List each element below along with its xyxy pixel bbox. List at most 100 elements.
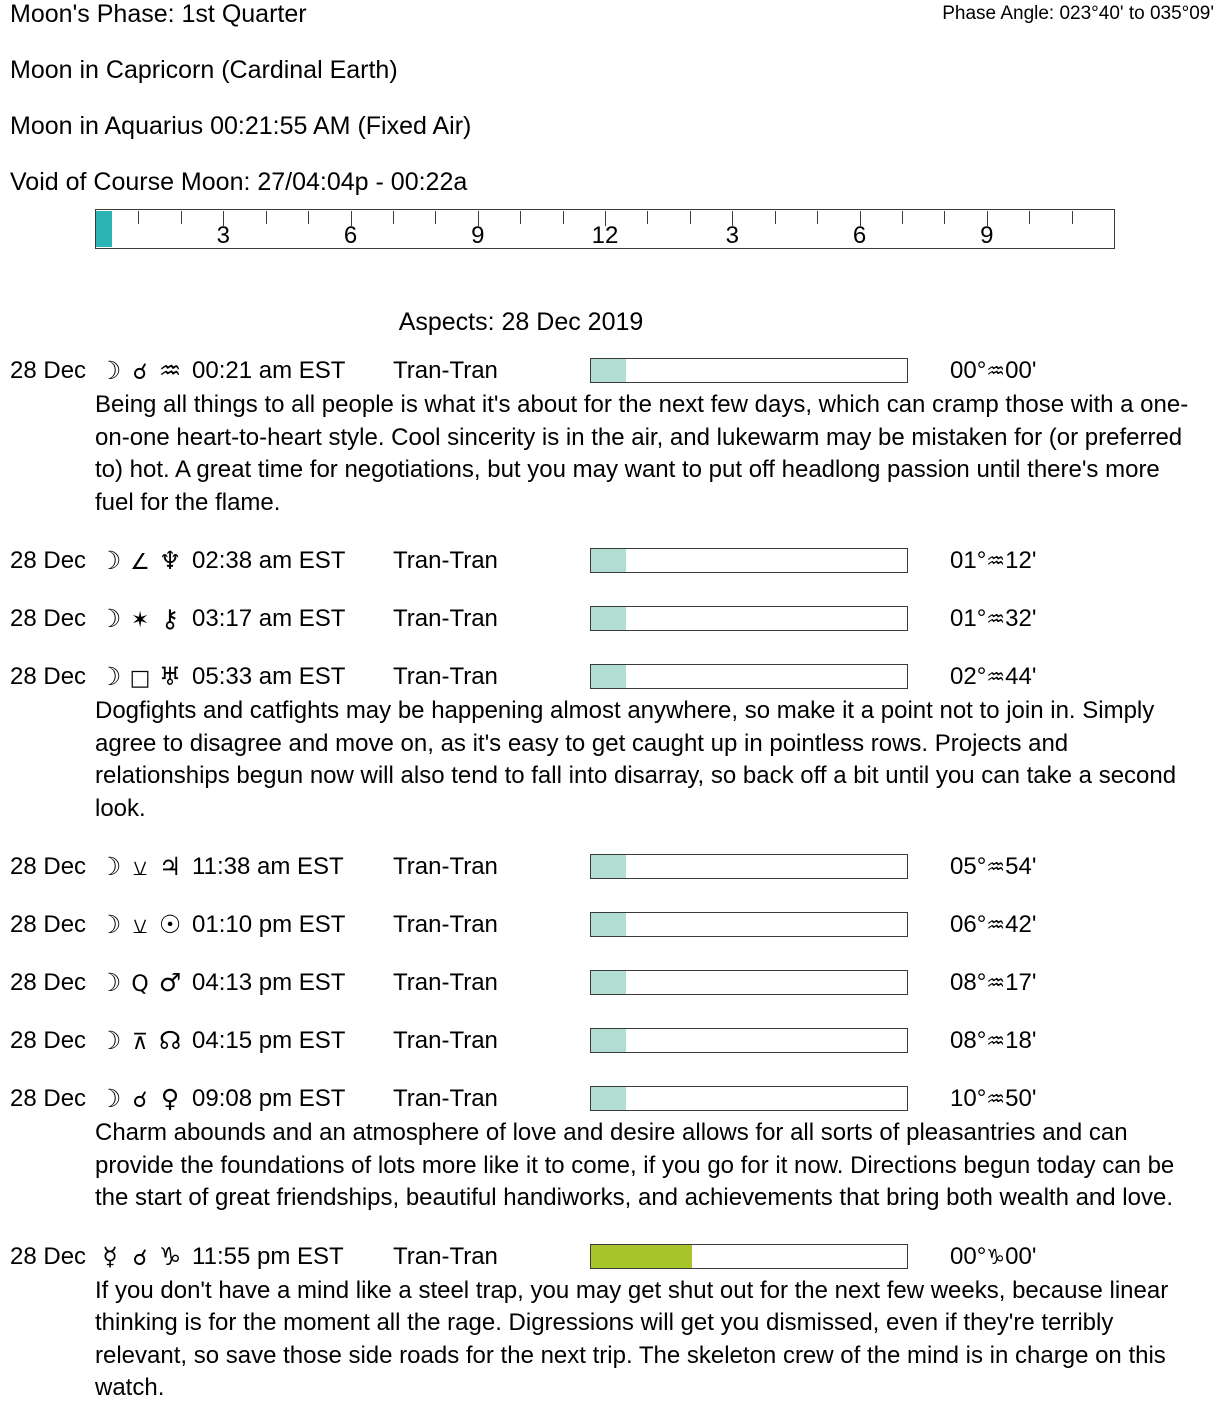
quincunx-icon: ⊼ xyxy=(131,1030,149,1055)
aspect-glyphs: ☽ □ ♅ xyxy=(95,661,185,695)
aspect-date: 28 Dec xyxy=(10,911,87,938)
position-sign-icon: ♒ xyxy=(986,359,1006,383)
semi-sextile-icon: ⚺ xyxy=(132,914,148,939)
aspect-glyphs: ☽ Q ♂ xyxy=(95,967,185,1001)
aspect-progress-bar[interactable] xyxy=(590,606,908,631)
aspect-progress-bar[interactable] xyxy=(590,1086,908,1111)
position-sign-icon: ♒ xyxy=(986,913,1006,937)
aspect-time: 01:10 pm EST xyxy=(192,911,346,938)
moon-phase-text: Moon's Phase: 1st Quarter xyxy=(10,0,307,28)
aspect-description: Charm abounds and an atmosphere of love … xyxy=(95,1119,1175,1211)
aspect-progress-bar[interactable] xyxy=(590,664,908,689)
aspect-progress-bar[interactable] xyxy=(590,358,908,383)
timeline-tick xyxy=(944,211,946,224)
aspects-title: Aspects: 28 Dec 2019 xyxy=(398,308,644,336)
mercury-icon: ☿ xyxy=(102,1241,118,1271)
aspect-date: 28 Dec xyxy=(10,357,87,384)
aspect-progress-fill xyxy=(591,855,626,878)
aspect-row[interactable]: 28 Dec ☿ ☌ ♑ 11:55 pm EST Tran-Tran 00°♑00' xyxy=(0,1241,1222,1273)
aspect-type: Tran-Tran xyxy=(393,1027,498,1054)
aspect-glyphs: ☽ ∠ ♆ xyxy=(95,545,185,579)
aspect-type: Tran-Tran xyxy=(393,605,498,632)
aspect-progress-bar[interactable] xyxy=(590,854,908,879)
moon-icon: ☽ xyxy=(98,968,122,997)
moon-icon: ☽ xyxy=(98,852,122,881)
void-of-course-fill xyxy=(96,211,112,247)
aspect-progress-bar[interactable] xyxy=(590,548,908,573)
timeline-tick xyxy=(689,211,691,224)
sun-icon: ☉ xyxy=(158,910,182,939)
aspect-position: 05°♒54' xyxy=(950,851,1036,883)
aspect-position: 02°♒44' xyxy=(950,661,1036,693)
timeline-track[interactable]: 3 6 9 12 3 6 9 xyxy=(95,209,1115,249)
conjunction-icon: ☌ xyxy=(132,1088,148,1113)
timeline-tick xyxy=(901,211,903,224)
position-minutes: 44' xyxy=(1005,663,1037,690)
position-degrees: 00° xyxy=(950,357,987,384)
aspect-type: Tran-Tran xyxy=(393,969,498,996)
moon-icon: ☽ xyxy=(98,604,122,633)
aspect-position: 08°♒17' xyxy=(950,967,1036,999)
aspect-row[interactable]: 28 Dec ☽ ⊼ ☊ 04:15 pm EST Tran-Tran 08°♒18' xyxy=(0,1025,1222,1057)
position-sign-icon: ♒ xyxy=(986,855,1006,879)
aspect-position: 10°♒50' xyxy=(950,1083,1036,1115)
aspect-time: 05:33 am EST xyxy=(192,663,346,690)
aspect-progress-fill xyxy=(591,607,626,630)
position-degrees: 06° xyxy=(950,911,987,938)
position-sign-icon: ♒ xyxy=(986,971,1006,995)
aspect-row[interactable]: 28 Dec ☽ ⚺ ♃ 11:38 am EST Tran-Tran 05°♒54' xyxy=(0,851,1222,883)
timeline-tick xyxy=(562,211,564,224)
aspect-description: Being all things to all people is what i… xyxy=(95,391,1189,516)
aspect-time: 04:15 pm EST xyxy=(192,1027,346,1054)
aspect-date: 28 Dec xyxy=(10,1027,87,1054)
position-minutes: 54' xyxy=(1005,853,1037,880)
timeline-tick xyxy=(265,211,267,224)
position-minutes: 50' xyxy=(1005,1085,1037,1112)
aspect-row[interactable]: 28 Dec ☽ ☌ ♀ 09:08 pm EST Tran-Tran 10°♒50' xyxy=(0,1083,1222,1115)
timeline-hour-label: 12 xyxy=(591,222,619,249)
timeline-tick xyxy=(308,211,310,224)
timeline-hour-label: 3 xyxy=(216,222,230,249)
spacer xyxy=(10,141,1212,168)
position-minutes: 00' xyxy=(1005,1242,1037,1270)
timeline-tick-major xyxy=(223,211,225,226)
timeline-tick xyxy=(435,211,437,224)
timeline-tick-major xyxy=(350,211,352,226)
aspect-row[interactable]: 28 Dec ☽ ⚺ ☉ 01:10 pm EST Tran-Tran 06°♒42' xyxy=(0,909,1222,941)
aspect-glyphs: ☽ ✶ ⚷ xyxy=(95,603,185,637)
aspect-progress-fill xyxy=(591,913,626,936)
aspect-row[interactable]: 28 Dec ☽ Q ♂ 04:13 pm EST Tran-Tran 08°♒17' xyxy=(0,967,1222,999)
aspect-type: Tran-Tran xyxy=(393,1242,498,1270)
aspect-row[interactable]: 28 Dec ☽ ∠ ♆ 02:38 am EST Tran-Tran 01°♒12' xyxy=(0,545,1222,577)
void-of-course-timeline[interactable]: 3 6 9 12 3 6 9 xyxy=(95,209,1117,251)
aspect-time: 11:38 am EST xyxy=(192,853,344,880)
moon-ingress-text: Moon in Aquarius 00:21:55 AM (Fixed Air) xyxy=(10,112,472,140)
conjunction-icon: ☌ xyxy=(132,360,148,385)
timeline-tick xyxy=(774,211,776,224)
aspect-row[interactable]: 28 Dec ☽ □ ♅ 05:33 am EST Tran-Tran 02°♒44' xyxy=(0,661,1222,693)
position-degrees: 01° xyxy=(950,605,987,632)
moon-icon: ☽ xyxy=(98,662,122,691)
aspect-type: Tran-Tran xyxy=(393,911,498,938)
moon-in-sign-text: Moon in Capricorn (Cardinal Earth) xyxy=(10,56,398,84)
aspect-date: 28 Dec xyxy=(10,1085,87,1112)
aspect-date: 28 Dec xyxy=(10,663,87,690)
aspect-progress-bar[interactable] xyxy=(590,912,908,937)
phase-angle-text: Phase Angle: 023°40' to 035°09' xyxy=(942,3,1214,24)
neptune-icon: ♆ xyxy=(158,546,182,575)
north-node-icon: ☊ xyxy=(158,1026,182,1055)
capricorn-icon: ♑ xyxy=(158,1241,182,1271)
spacer xyxy=(10,85,1212,112)
aspect-progress-bar[interactable] xyxy=(590,1243,908,1269)
conjunction-icon: ☌ xyxy=(132,1245,148,1271)
timeline-tick xyxy=(138,211,140,224)
square-icon: □ xyxy=(129,666,151,691)
aspect-row[interactable]: 28 Dec ☽ ✶ ⚷ 03:17 am EST Tran-Tran 01°♒32' xyxy=(0,603,1222,635)
aspect-progress-bar[interactable] xyxy=(590,970,908,995)
aspect-glyphs: ☽ ☌ ♀ xyxy=(95,1083,185,1117)
aspect-time: 11:55 pm EST xyxy=(192,1242,344,1270)
position-sign-icon: ♒ xyxy=(986,1029,1006,1053)
position-sign-icon: ♒ xyxy=(986,549,1006,573)
aspect-progress-bar[interactable] xyxy=(590,1028,908,1053)
aspect-row[interactable]: 28 Dec ☽ ☌ ♒ 00:21 am EST Tran-Tran 00°♒00' xyxy=(0,355,1222,387)
